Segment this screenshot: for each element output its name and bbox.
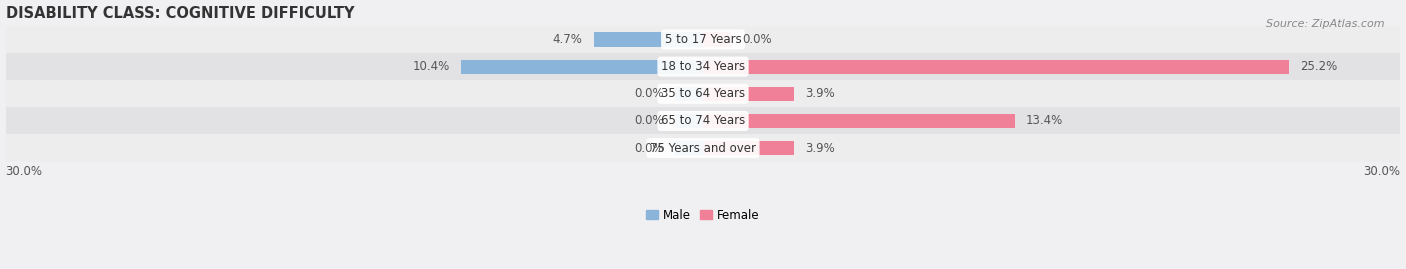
Text: DISABILITY CLASS: COGNITIVE DIFFICULTY: DISABILITY CLASS: COGNITIVE DIFFICULTY	[6, 6, 354, 20]
Bar	[6, 80, 1400, 107]
Bar	[6, 26, 1400, 53]
Bar	[6, 134, 1400, 162]
Bar	[703, 141, 793, 155]
Bar	[675, 141, 703, 155]
Text: 5 to 17 Years: 5 to 17 Years	[665, 33, 741, 46]
Text: 10.4%: 10.4%	[412, 60, 450, 73]
Bar	[593, 32, 703, 47]
Text: 3.9%: 3.9%	[806, 141, 835, 155]
Bar	[703, 59, 1289, 74]
Text: 0.0%: 0.0%	[634, 87, 664, 100]
Text: 30.0%: 30.0%	[6, 165, 42, 178]
Text: 0.0%: 0.0%	[634, 114, 664, 128]
Bar	[703, 32, 731, 47]
Text: 13.4%: 13.4%	[1026, 114, 1063, 128]
Bar	[675, 114, 703, 128]
Bar	[461, 59, 703, 74]
Text: 65 to 74 Years: 65 to 74 Years	[661, 114, 745, 128]
Text: 3.9%: 3.9%	[806, 87, 835, 100]
Bar	[703, 114, 1015, 128]
Text: 0.0%: 0.0%	[634, 141, 664, 155]
Text: 18 to 34 Years: 18 to 34 Years	[661, 60, 745, 73]
Bar	[675, 87, 703, 101]
Text: 0.0%: 0.0%	[742, 33, 772, 46]
Bar	[703, 87, 793, 101]
Text: 35 to 64 Years: 35 to 64 Years	[661, 87, 745, 100]
Legend: Male, Female: Male, Female	[641, 204, 765, 226]
Text: 25.2%: 25.2%	[1301, 60, 1337, 73]
Text: 75 Years and over: 75 Years and over	[650, 141, 756, 155]
Text: Source: ZipAtlas.com: Source: ZipAtlas.com	[1267, 19, 1385, 29]
Text: 30.0%: 30.0%	[1364, 165, 1400, 178]
Bar	[6, 53, 1400, 80]
Text: 4.7%: 4.7%	[553, 33, 582, 46]
Bar	[6, 107, 1400, 134]
